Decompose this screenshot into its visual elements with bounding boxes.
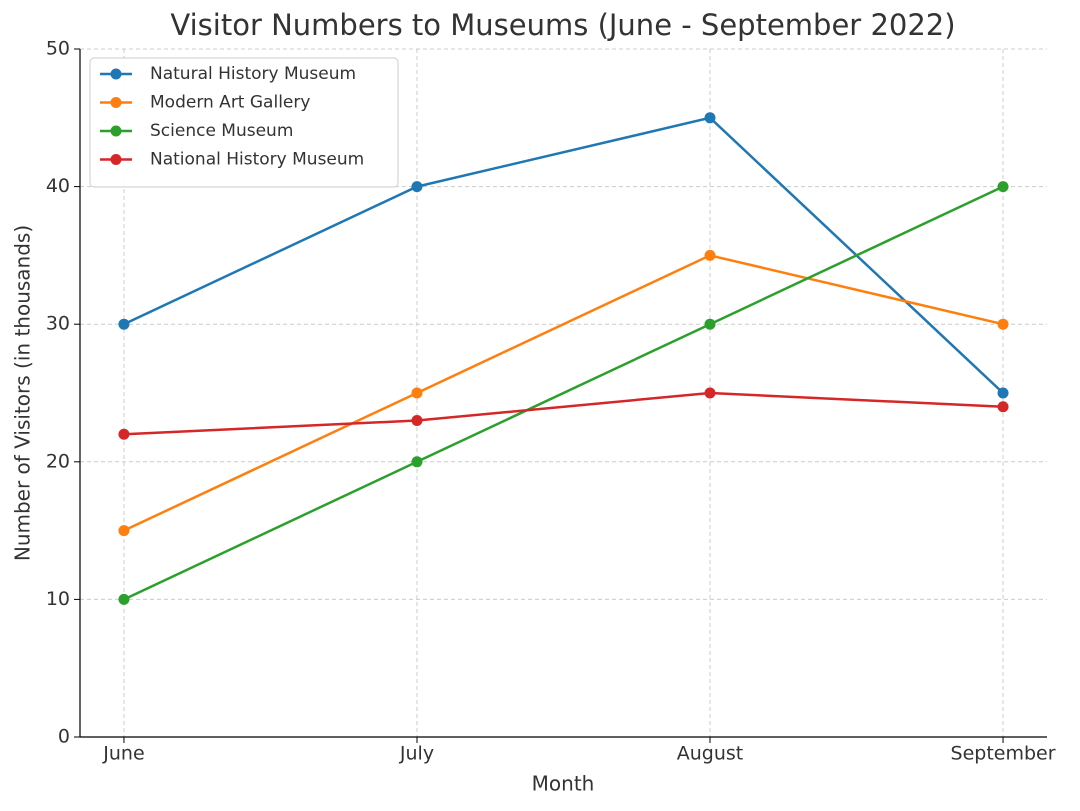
x-tick-label: September [951, 743, 1056, 765]
x-tick-label: July [399, 743, 434, 765]
x-tick-label: August [677, 743, 744, 765]
data-point [997, 318, 1009, 330]
data-point [704, 112, 716, 124]
y-axis-label: Number of Visitors (in thousands) [11, 225, 35, 561]
data-point [118, 525, 130, 537]
y-tick-label: 20 [46, 450, 70, 472]
data-point [704, 249, 716, 261]
legend-label: Science Museum [150, 121, 293, 141]
legend-marker [110, 154, 122, 165]
legend-marker [110, 125, 122, 137]
legend-marker [110, 97, 122, 108]
data-point [997, 401, 1009, 413]
data-point [704, 318, 716, 330]
data-point [411, 387, 423, 399]
data-point [411, 181, 423, 193]
legend-box [89, 57, 399, 188]
data-point [997, 181, 1009, 193]
data-point [118, 593, 130, 605]
data-point [118, 318, 130, 330]
y-tick-label: 10 [46, 588, 70, 610]
x-axis-label: Month [532, 772, 595, 796]
data-point [411, 456, 423, 468]
series-line [123, 391, 1004, 436]
legend-marker [110, 68, 122, 80]
data-point [997, 387, 1009, 399]
y-tick-label: 50 [46, 38, 70, 60]
y-tick-label: 40 [46, 175, 70, 197]
chart-title: Visitor Numbers to Museums (June - Septe… [170, 8, 955, 42]
y-tick-label: 0 [58, 726, 70, 748]
legend-label: Modern Art Gallery [150, 93, 310, 113]
legend-label: National History Museum [150, 150, 364, 170]
legend-label: Natural History Museum [150, 64, 356, 84]
data-point [118, 428, 130, 440]
data-point [704, 387, 716, 399]
y-tick-label: 30 [46, 313, 70, 335]
x-tick-label: June [102, 743, 144, 765]
series-line [123, 254, 1004, 532]
series-line [123, 185, 1004, 601]
data-point [411, 415, 423, 427]
